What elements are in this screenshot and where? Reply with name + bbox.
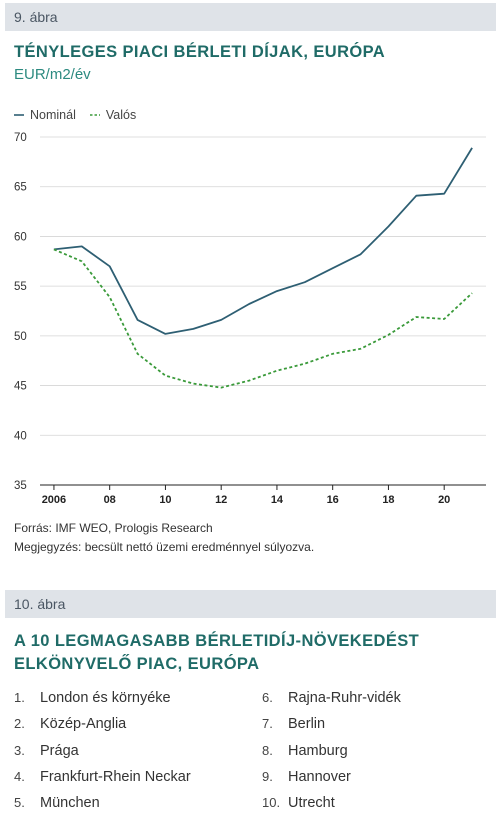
x-tick-label: 14 [271,494,284,506]
market-name: Utrecht [288,795,335,811]
series-line-nominal [53,147,473,335]
legend-swatch-dashed [89,114,100,116]
legend-label-nominal: Nominál [30,108,76,122]
figure-10-title-line2: ELKÖNYVELŐ PIAC, EURÓPA [14,655,260,673]
market-name: Rajna-Ruhr-vidék [288,690,401,706]
y-tick-label: 65 [14,182,27,194]
market-list-item: 4. Frankfurt-Rhein Neckar [14,769,191,785]
x-tick-label: 16 [327,494,339,506]
market-name: Hannover [288,769,351,785]
market-rank: 2. [14,716,25,731]
market-list-item: 1. London és környéke [14,690,171,706]
market-rank: 3. [14,743,25,758]
series-line-real [53,248,473,389]
y-tick-label: 35 [14,480,27,492]
rent-line-chart: 35 40 45 50 55 60 65 70 2006 08 10 12 14 16 18 20 [14,132,486,506]
y-tick-label: 50 [14,331,27,343]
market-name: Berlin [288,716,326,732]
market-name: London és környéke [40,690,171,706]
market-rank: 4. [14,769,25,784]
market-name: Frankfurt-Rhein Neckar [40,769,191,785]
market-rank: 5. [14,795,25,810]
market-rank: 7. [262,716,273,731]
legend-swatch-solid [14,114,24,116]
x-tick-label: 18 [382,494,394,506]
x-tick-label: 12 [215,494,227,506]
market-list-item: 9. Hannover [262,769,351,785]
market-name: Közép-Anglia [40,716,127,732]
figure-9-label: 9. ábra [5,3,496,31]
legend-item-nominal: Nominál [14,108,76,122]
y-tick-label: 70 [14,132,27,144]
figure-10-title-line1: A 10 LEGMAGASABB BÉRLETIDÍJ-NÖVEKEDÉST [14,632,420,650]
market-name: München [40,795,100,811]
figure-9-unit: EUR/m2/év [14,66,91,83]
figure-9-notes: Forrás: IMF WEO, Prologis Research Megje… [14,519,314,557]
figure-10-title: A 10 LEGMAGASABB BÉRLETIDÍJ-NÖVEKEDÉST E… [14,630,419,676]
market-list-item: 5. München [14,795,100,811]
y-tick-label: 60 [14,231,27,243]
methodology-note: Megjegyzés: becsült nettó üzemi eredménn… [14,540,315,554]
y-tick-label: 55 [14,281,27,293]
figure-9-title: TÉNYLEGES PIACI BÉRLETI DÍJAK, EURÓPA [14,43,386,61]
market-list-item: 3. Prága [14,743,79,759]
market-rank: 9. [262,769,273,784]
x-tick-label: 20 [438,494,450,506]
x-tick-label: 08 [104,494,116,506]
figure-10-label: 10. ábra [5,590,496,618]
market-name: Hamburg [288,743,348,759]
market-list-item: 7. Berlin [262,716,325,732]
x-tick-label: 2006 [42,494,66,506]
y-tick-label: 40 [14,430,27,442]
market-list-item: 10. Utrecht [262,795,335,811]
y-tick-label: 45 [14,381,27,393]
market-list-item: 6. Rajna-Ruhr-vidék [262,690,401,706]
market-rank: 1. [14,690,25,705]
market-list-item: 8. Hamburg [262,743,348,759]
legend-label-real: Valós [105,108,137,122]
market-rank: 8. [262,743,273,758]
source-note: Forrás: IMF WEO, Prologis Research [14,521,213,535]
chart-legend: Nominál Valós [14,108,150,122]
market-name: Prága [40,743,79,759]
x-tick-label: 10 [159,494,171,506]
market-list-item: 2. Közép-Anglia [14,716,126,732]
market-rank: 10. [262,795,281,810]
legend-item-real: Valós [89,108,137,122]
market-rank: 6. [262,690,273,705]
